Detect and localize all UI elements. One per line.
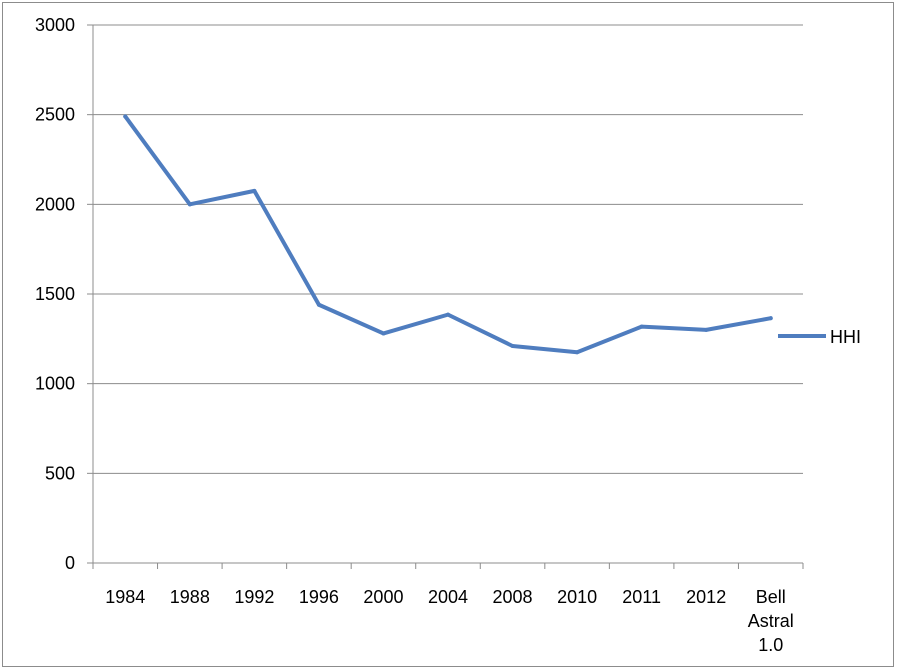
x-tick-label: Bell Astral 1.0 — [748, 587, 794, 655]
y-tick-label: 2500 — [35, 105, 75, 125]
axes — [87, 24, 804, 569]
data-point — [316, 302, 321, 307]
legend-label: HHI — [830, 327, 861, 347]
legend: HHI — [778, 327, 861, 347]
y-tick-label: 2000 — [35, 194, 75, 214]
x-tick-label: 1988 — [170, 587, 210, 607]
y-axis-tick-labels: 0 500 1000 1500 2000 2500 3000 — [35, 15, 75, 573]
gridlines — [93, 24, 803, 474]
y-tick-label: 1500 — [35, 284, 75, 304]
y-tick-label: 3000 — [35, 15, 75, 35]
y-tick-label: 0 — [65, 553, 75, 573]
x-tick-label: 2004 — [428, 587, 468, 607]
data-point — [381, 331, 386, 336]
x-tick-label: 2012 — [686, 587, 726, 607]
series-line-hhi — [123, 114, 773, 355]
data-point — [768, 316, 773, 321]
x-tick-label: 1992 — [234, 587, 274, 607]
data-point — [639, 324, 644, 329]
x-tick-label: 1996 — [299, 587, 339, 607]
data-point — [704, 327, 709, 332]
data-point — [510, 344, 515, 349]
x-tick-label: 1984 — [105, 587, 145, 607]
x-axis-tick-labels: 1984 1988 1992 1996 2000 2004 2008 2010 2011 2012… — [105, 587, 793, 655]
data-point — [252, 188, 257, 193]
x-tick-label: 2011 — [622, 587, 661, 607]
y-tick-label: 1000 — [35, 374, 75, 394]
x-tick-label: 2000 — [363, 587, 403, 607]
data-point — [575, 350, 580, 355]
x-tick-label: 2008 — [493, 587, 533, 607]
x-tick-label: 2010 — [557, 587, 597, 607]
data-point — [446, 312, 450, 317]
data-point — [187, 202, 192, 207]
y-tick-label: 500 — [45, 463, 75, 483]
series-layer — [123, 114, 773, 355]
data-point — [123, 114, 128, 119]
